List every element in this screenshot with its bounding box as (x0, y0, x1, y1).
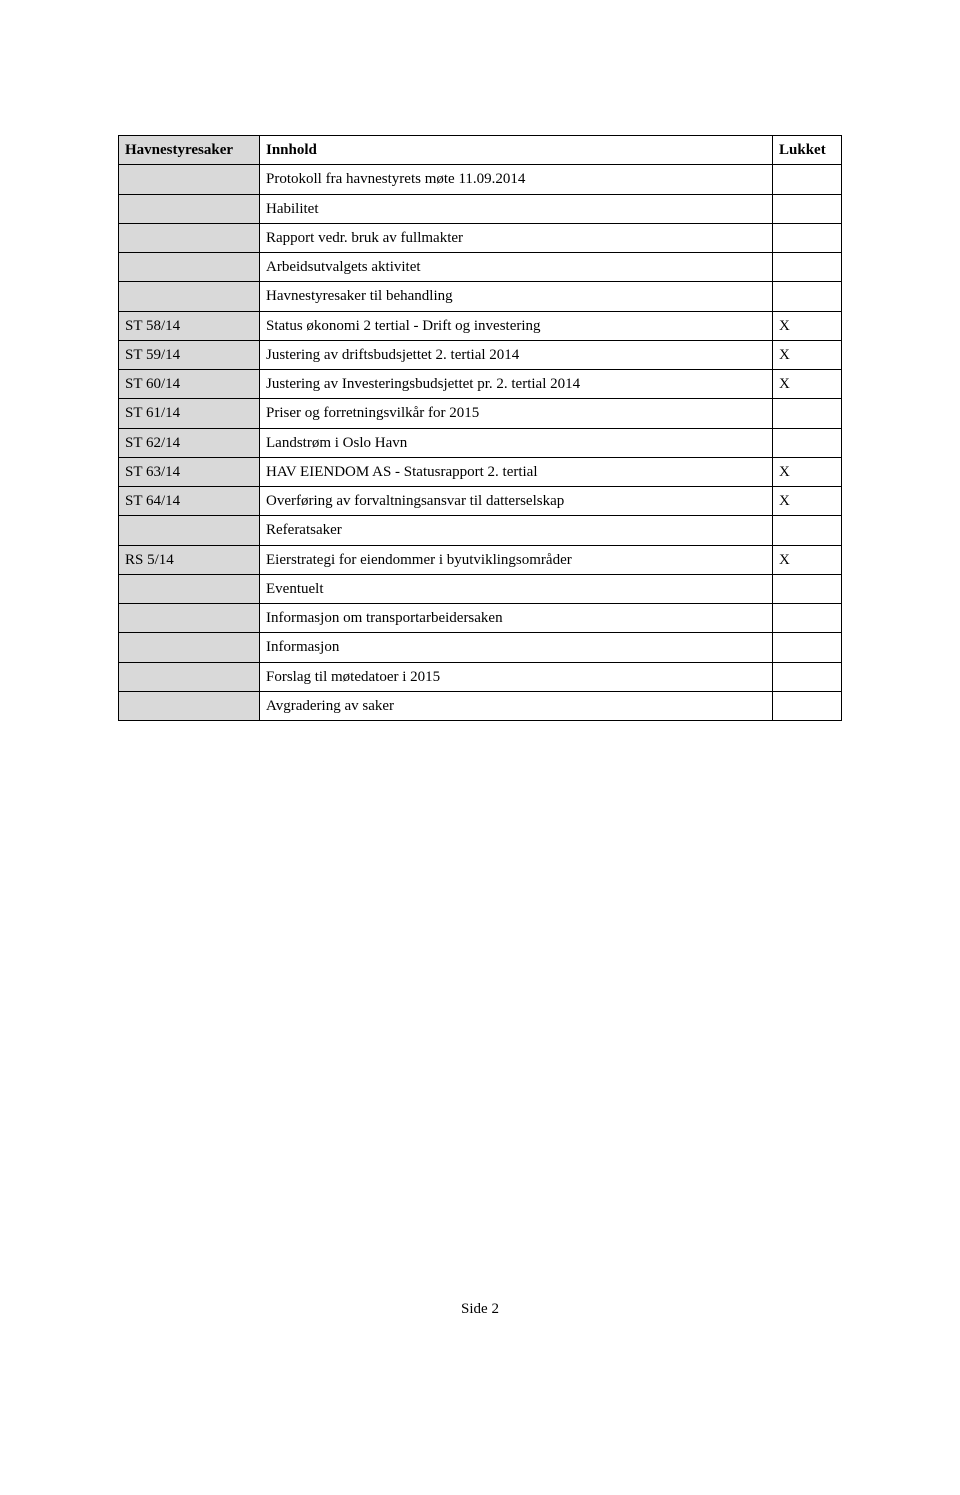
row-id: RS 5/14 (119, 545, 260, 574)
row-lukket (773, 428, 842, 457)
row-lukket: X (773, 311, 842, 340)
row-id: ST 62/14 (119, 428, 260, 457)
row-content: Landstrøm i Oslo Havn (260, 428, 773, 457)
table-row: Forslag til møtedatoer i 2015 (119, 662, 842, 691)
table-row: RS 5/14Eierstrategi for eiendommer i byu… (119, 545, 842, 574)
row-content: Status økonomi 2 tertial - Drift og inve… (260, 311, 773, 340)
table-row: ST 60/14Justering av Investeringsbudsjet… (119, 370, 842, 399)
row-id (119, 165, 260, 194)
row-lukket (773, 574, 842, 603)
table-row: ST 59/14Justering av driftsbudsjettet 2.… (119, 340, 842, 369)
row-lukket: X (773, 457, 842, 486)
row-id (119, 282, 260, 311)
table-row: ST 64/14Overføring av forvaltningsansvar… (119, 487, 842, 516)
row-content: Overføring av forvaltningsansvar til dat… (260, 487, 773, 516)
row-content: Avgradering av saker (260, 691, 773, 720)
table-row: Informasjon om transportarbeidersaken (119, 604, 842, 633)
row-content: Havnestyresaker til behandling (260, 282, 773, 311)
row-content: Rapport vedr. bruk av fullmakter (260, 223, 773, 252)
row-content: Eierstrategi for eiendommer i byutviklin… (260, 545, 773, 574)
table-row: Rapport vedr. bruk av fullmakter (119, 223, 842, 252)
header-col1: Havnestyresaker (119, 136, 260, 165)
row-lukket: X (773, 370, 842, 399)
row-lukket (773, 223, 842, 252)
page-container: Havnestyresaker Innhold Lukket Protokoll… (0, 0, 960, 1358)
row-id (119, 253, 260, 282)
row-id (119, 223, 260, 252)
table-row: Eventuelt (119, 574, 842, 603)
row-id (119, 516, 260, 545)
row-lukket (773, 633, 842, 662)
header-col2: Innhold (260, 136, 773, 165)
table-row: Havnestyresaker til behandling (119, 282, 842, 311)
row-id: ST 63/14 (119, 457, 260, 486)
row-id (119, 633, 260, 662)
row-id: ST 59/14 (119, 340, 260, 369)
row-lukket (773, 516, 842, 545)
header-col3: Lukket (773, 136, 842, 165)
row-content: Forslag til møtedatoer i 2015 (260, 662, 773, 691)
table-row: ST 61/14Priser og forretningsvilkår for … (119, 399, 842, 428)
table-row: ST 62/14Landstrøm i Oslo Havn (119, 428, 842, 457)
row-lukket: X (773, 545, 842, 574)
row-content: HAV EIENDOM AS - Statusrapport 2. tertia… (260, 457, 773, 486)
row-content: Informasjon om transportarbeidersaken (260, 604, 773, 633)
agenda-table: Havnestyresaker Innhold Lukket Protokoll… (118, 135, 842, 721)
row-lukket (773, 662, 842, 691)
row-lukket: X (773, 340, 842, 369)
table-row: ST 58/14Status økonomi 2 tertial - Drift… (119, 311, 842, 340)
row-lukket (773, 399, 842, 428)
row-content: Justering av Investeringsbudsjettet pr. … (260, 370, 773, 399)
row-lukket: X (773, 487, 842, 516)
row-lukket (773, 604, 842, 633)
row-lukket (773, 282, 842, 311)
row-id (119, 662, 260, 691)
table-row: Arbeidsutvalgets aktivitet (119, 253, 842, 282)
table-row: Habilitet (119, 194, 842, 223)
row-content: Priser og forretningsvilkår for 2015 (260, 399, 773, 428)
row-id (119, 691, 260, 720)
row-content: Referatsaker (260, 516, 773, 545)
table-row: ST 63/14HAV EIENDOM AS - Statusrapport 2… (119, 457, 842, 486)
row-id: ST 61/14 (119, 399, 260, 428)
page-footer: Side 2 (118, 1301, 842, 1358)
row-lukket (773, 194, 842, 223)
row-content: Protokoll fra havnestyrets møte 11.09.20… (260, 165, 773, 194)
table-row: Avgradering av saker (119, 691, 842, 720)
row-content: Habilitet (260, 194, 773, 223)
table-row: Referatsaker (119, 516, 842, 545)
table-body: Protokoll fra havnestyrets møte 11.09.20… (119, 165, 842, 721)
row-content: Informasjon (260, 633, 773, 662)
row-id (119, 574, 260, 603)
row-id: ST 58/14 (119, 311, 260, 340)
row-id (119, 194, 260, 223)
table-header-row: Havnestyresaker Innhold Lukket (119, 136, 842, 165)
row-lukket (773, 165, 842, 194)
row-id (119, 604, 260, 633)
table-row: Informasjon (119, 633, 842, 662)
row-lukket (773, 691, 842, 720)
row-content: Eventuelt (260, 574, 773, 603)
row-id: ST 64/14 (119, 487, 260, 516)
row-content: Justering av driftsbudsjettet 2. tertial… (260, 340, 773, 369)
row-content: Arbeidsutvalgets aktivitet (260, 253, 773, 282)
row-id: ST 60/14 (119, 370, 260, 399)
table-row: Protokoll fra havnestyrets møte 11.09.20… (119, 165, 842, 194)
row-lukket (773, 253, 842, 282)
